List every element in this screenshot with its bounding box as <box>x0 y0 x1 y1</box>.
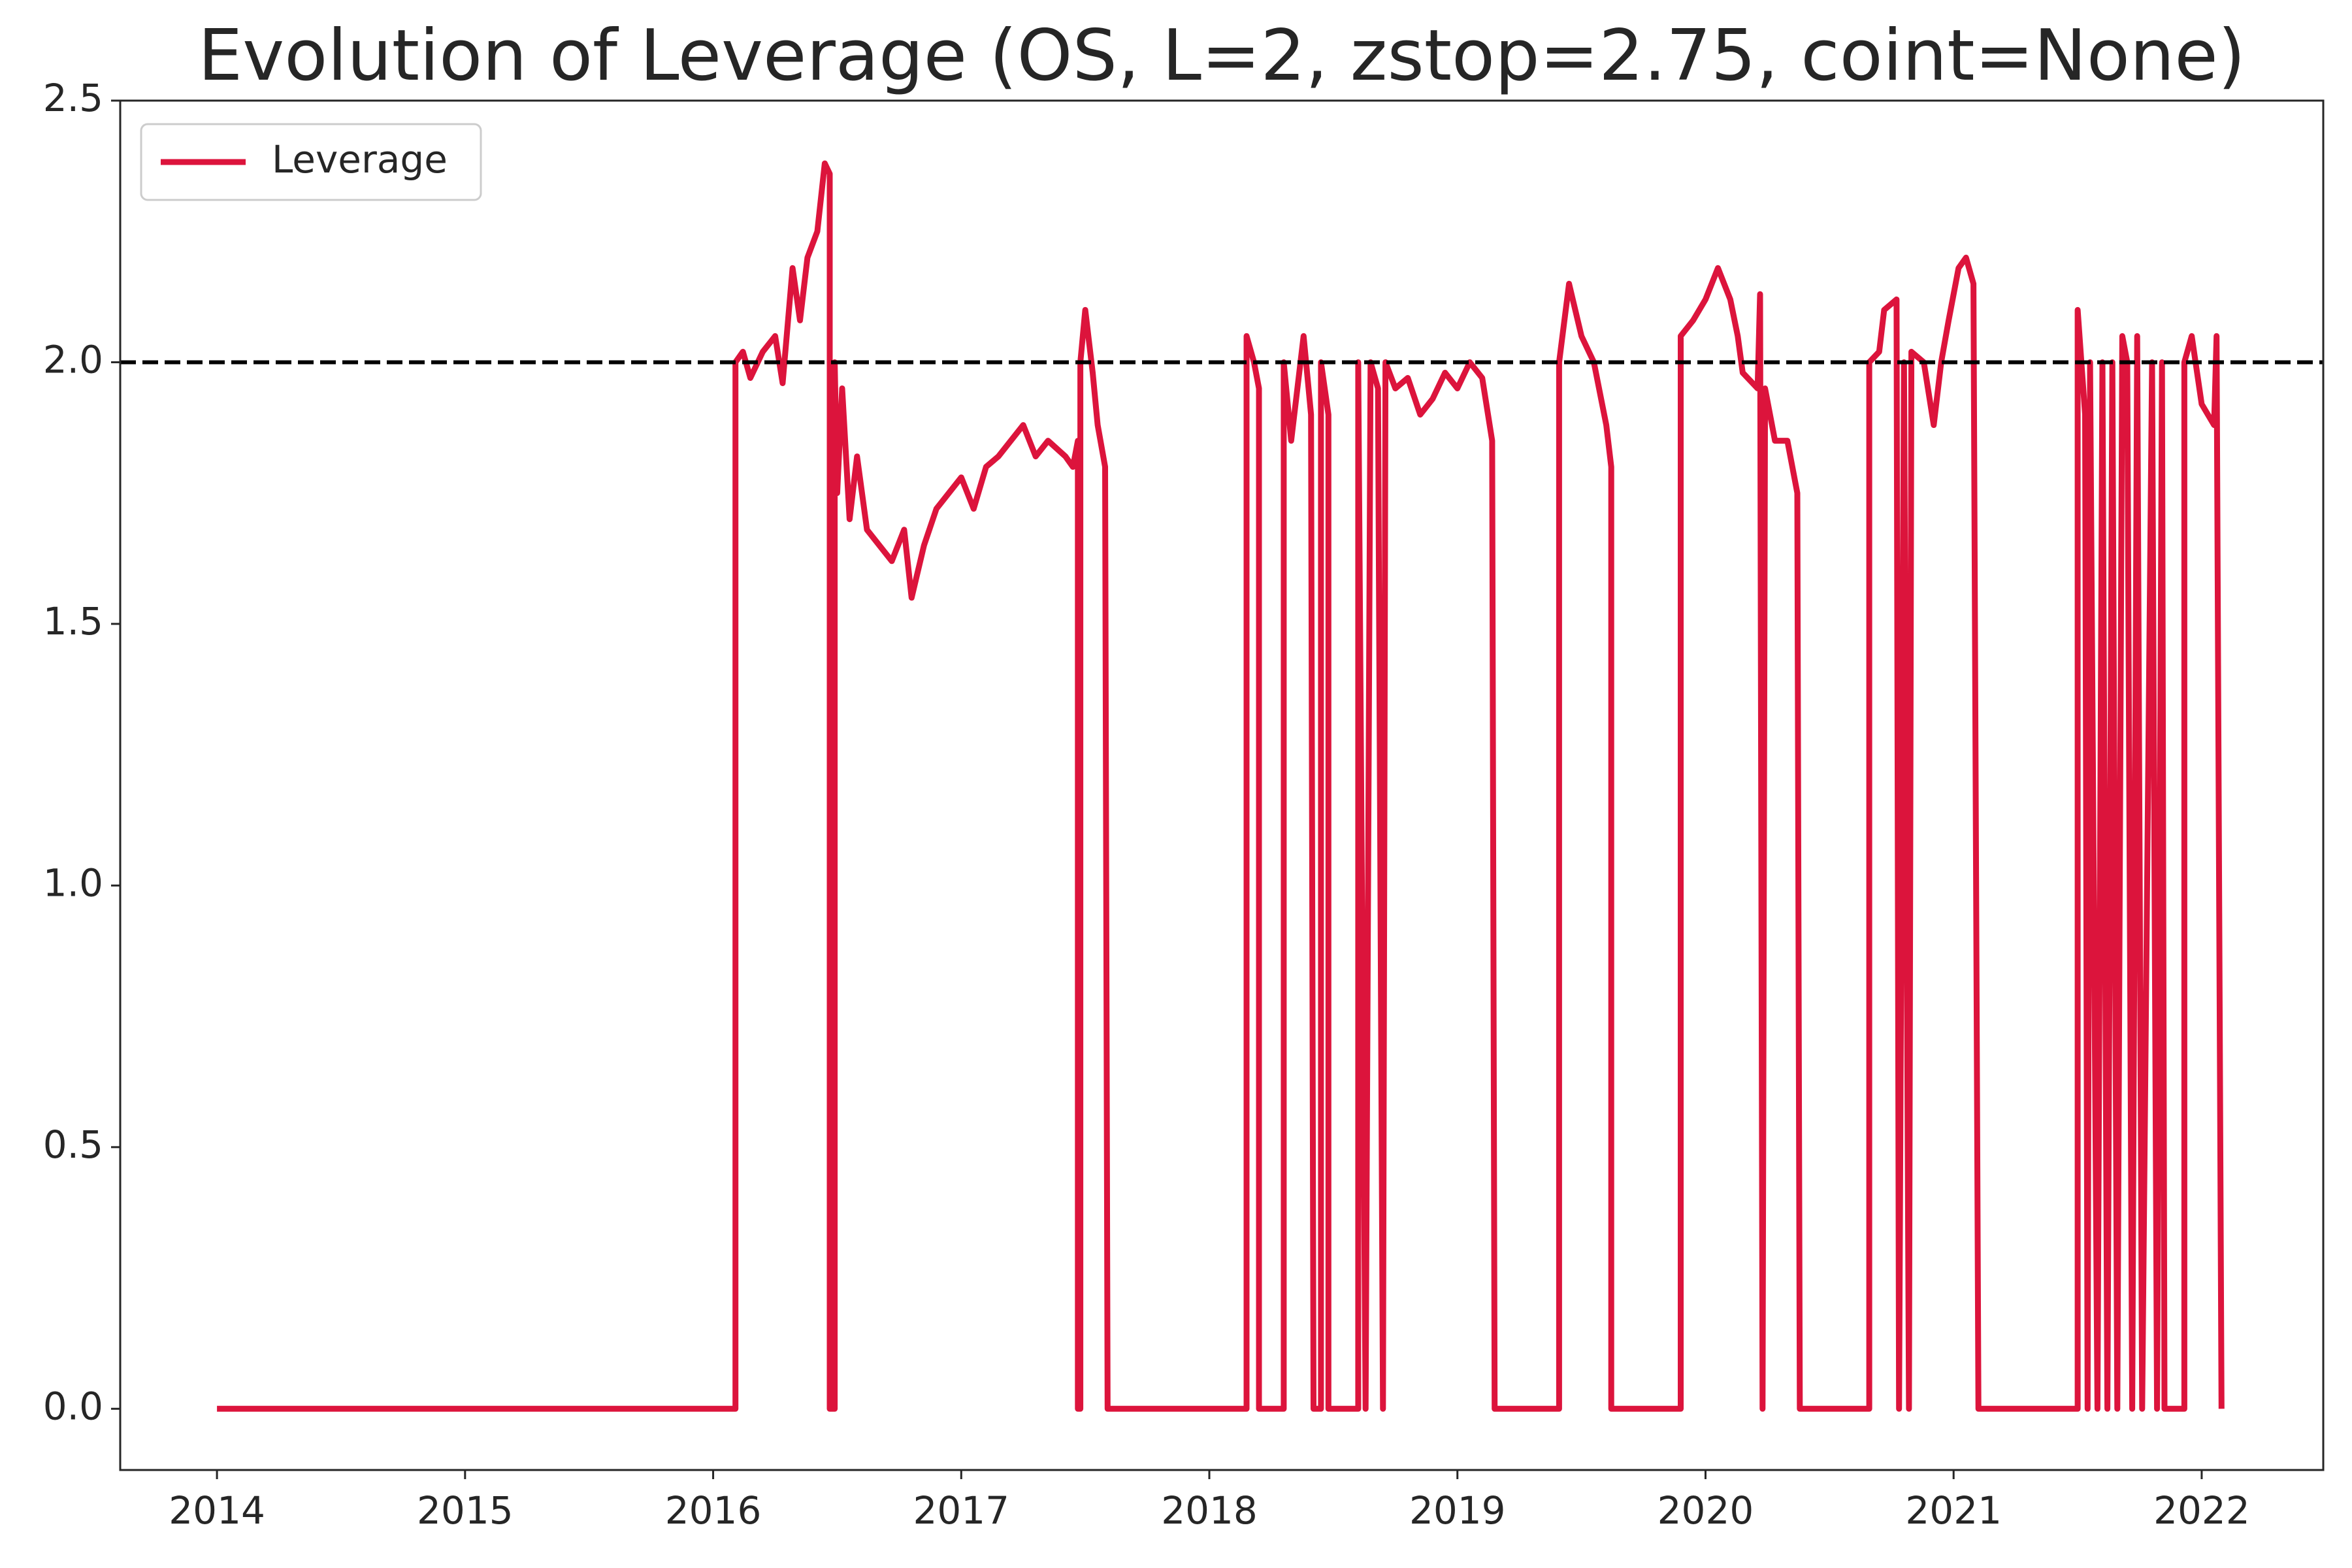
y-tick-label: 0.5 <box>43 1122 103 1167</box>
y-tick-label: 1.0 <box>43 860 103 905</box>
y-tick-label: 2.5 <box>43 76 103 120</box>
data-line <box>217 160 2225 1412</box>
x-tick-label: 2019 <box>1409 1488 1506 1533</box>
x-tick-label: 2018 <box>1161 1488 1258 1533</box>
x-tick-label: 2020 <box>1658 1488 1754 1533</box>
y-tick-label: 0.0 <box>43 1384 103 1428</box>
x-tick-label: 2015 <box>417 1488 514 1533</box>
x-tick-label: 2021 <box>1905 1488 2002 1533</box>
x-tick-label: 2014 <box>169 1488 265 1533</box>
chart-title: Evolution of Leverage (OS, L=2, zstop=2.… <box>198 15 2246 97</box>
legend-box <box>140 123 482 201</box>
plot-frame <box>119 99 2325 1471</box>
y-tick-label: 2.0 <box>43 338 103 382</box>
x-tick-label: 2017 <box>913 1488 1009 1533</box>
x-tick-label: 2022 <box>2153 1488 2250 1533</box>
legend-label: Leverage <box>272 137 448 182</box>
y-tick-label: 1.5 <box>43 599 103 644</box>
x-tick-label: 2016 <box>665 1488 762 1533</box>
